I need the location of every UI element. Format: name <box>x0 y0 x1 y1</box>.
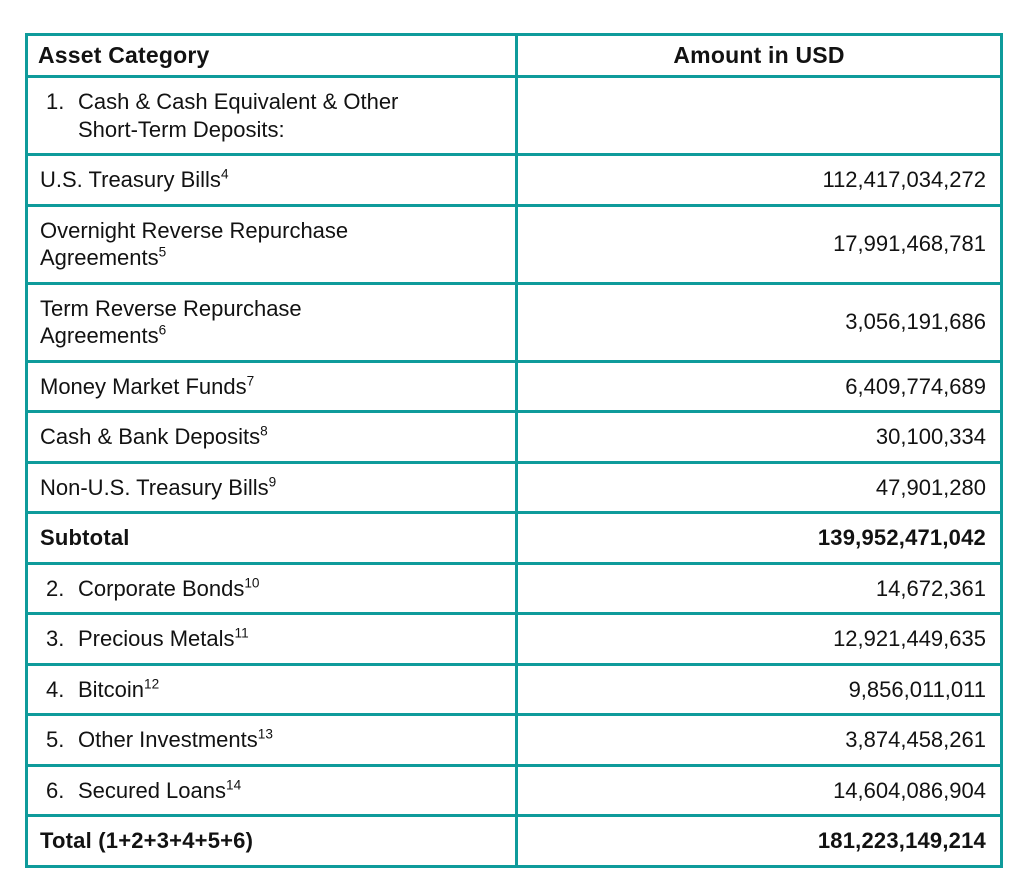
footnote-marker: 7 <box>246 373 255 389</box>
table-row-other-investments: 5. Other Investments13 3,874,458,261 <box>25 713 1003 767</box>
amount-cell: 14,672,361 <box>515 561 1003 615</box>
footnote-marker: 4 <box>220 166 229 182</box>
amount-cell: 6,409,774,689 <box>515 359 1003 413</box>
asset-label: Non-U.S. Treasury Bills9 <box>40 474 277 500</box>
table-header-row: Asset Category Amount in USD <box>25 33 1003 78</box>
table-row-cash-equivalents-group: 1. Cash & Cash Equivalent & Other Short-… <box>25 75 1003 156</box>
total-label-cell: Total (1+2+3+4+5+6) <box>25 814 518 868</box>
asset-label-cell: Non-U.S. Treasury Bills9 <box>25 460 518 514</box>
footnote-marker: 12 <box>144 676 160 692</box>
footnote-marker: 13 <box>257 726 273 742</box>
asset-label: Other Investments13 <box>78 726 273 752</box>
asset-label-cell: 3. Precious Metals11 <box>25 612 518 666</box>
asset-label-cell: 1. Cash & Cash Equivalent & Other Short-… <box>25 75 518 156</box>
table-row-cash-bank-deposits: Cash & Bank Deposits8 30,100,334 <box>25 410 1003 464</box>
footnote-marker: 5 <box>158 244 167 260</box>
asset-label: Money Market Funds7 <box>40 373 255 399</box>
footnote-marker: 8 <box>260 423 268 439</box>
asset-label: Corporate Bonds10 <box>78 575 260 601</box>
asset-label-cell: Cash & Bank Deposits8 <box>25 410 518 464</box>
footnote-marker: 11 <box>234 625 249 641</box>
amount-cell: 9,856,011,011 <box>515 662 1003 716</box>
asset-label: Precious Metals11 <box>78 625 249 651</box>
table-row-secured-loans: 6. Secured Loans14 14,604,086,904 <box>25 763 1003 817</box>
table-row-us-treasury-bills: U.S. Treasury Bills4 112,417,034,272 <box>25 153 1003 207</box>
table-row-non-us-treasury-bills: Non-U.S. Treasury Bills9 47,901,280 <box>25 460 1003 514</box>
asset-label: Overnight Reverse Repurchase Agreements5 <box>40 217 349 271</box>
asset-label: Bitcoin12 <box>78 676 160 702</box>
asset-label: Cash & Bank Deposits8 <box>40 423 268 449</box>
asset-label: Secured Loans14 <box>78 777 242 803</box>
amount-cell: 47,901,280 <box>515 460 1003 514</box>
amount-cell <box>515 75 1003 156</box>
row-number: 5. <box>46 727 65 752</box>
asset-reserves-table: Asset Category Amount in USD 1. Cash & C… <box>25 33 1003 868</box>
table-row-term-reverse-repurchase: Term Reverse Repurchase Agreements6 3,05… <box>25 281 1003 363</box>
table-row-money-market-funds: Money Market Funds7 6,409,774,689 <box>25 359 1003 413</box>
asset-label-cell: Money Market Funds7 <box>25 359 518 413</box>
asset-label: Term Reverse Repurchase Agreements6 <box>40 295 302 349</box>
footnote-marker: 14 <box>226 777 242 793</box>
amount-cell: 3,874,458,261 <box>515 713 1003 767</box>
amount-cell: 12,921,449,635 <box>515 612 1003 666</box>
total-amount-cell: 181,223,149,214 <box>515 814 1003 868</box>
asset-label-cell: Term Reverse Repurchase Agreements6 <box>25 281 518 363</box>
row-number: 6. <box>46 777 65 803</box>
row-number: 1. <box>46 89 65 114</box>
amount-cell: 112,417,034,272 <box>515 153 1003 207</box>
row-number: 3. <box>46 626 65 651</box>
amount-cell: 3,056,191,686 <box>515 281 1003 363</box>
amount-cell: 30,100,334 <box>515 410 1003 464</box>
asset-label-cell: U.S. Treasury Bills4 <box>25 153 518 207</box>
asset-label-cell: 4. Bitcoin12 <box>25 662 518 716</box>
asset-label: U.S. Treasury Bills4 <box>40 166 229 192</box>
column-header-asset-category: Asset Category <box>25 33 518 78</box>
page: Asset Category Amount in USD 1. Cash & C… <box>25 33 1003 868</box>
asset-label-cell: 6. Secured Loans14 <box>25 763 518 817</box>
asset-label-cell: 5. Other Investments13 <box>25 713 518 767</box>
asset-label-cell: 2. Corporate Bonds10 <box>25 561 518 615</box>
column-header-amount-in-usd: Amount in USD <box>515 33 1003 78</box>
amount-cell: 17,991,468,781 <box>515 203 1003 285</box>
asset-label: Cash & Cash Equivalent & Other Short-Ter… <box>78 89 399 142</box>
table-row-overnight-reverse-repurchase: Overnight Reverse Repurchase Agreements5… <box>25 203 1003 285</box>
subtotal-amount-cell: 139,952,471,042 <box>515 511 1003 565</box>
amount-cell: 14,604,086,904 <box>515 763 1003 817</box>
table-row-corporate-bonds: 2. Corporate Bonds10 14,672,361 <box>25 561 1003 615</box>
table-row-precious-metals: 3. Precious Metals11 12,921,449,635 <box>25 612 1003 666</box>
footnote-marker: 6 <box>158 322 167 338</box>
row-number: 2. <box>46 575 65 601</box>
table-row-subtotal: Subtotal 139,952,471,042 <box>25 511 1003 565</box>
footnote-marker: 10 <box>244 575 260 591</box>
table-row-total: Total (1+2+3+4+5+6) 181,223,149,214 <box>25 814 1003 868</box>
footnote-marker: 9 <box>268 474 277 490</box>
asset-label-cell: Overnight Reverse Repurchase Agreements5 <box>25 203 518 285</box>
row-number: 4. <box>46 676 65 702</box>
subtotal-label-cell: Subtotal <box>25 511 518 565</box>
table-row-bitcoin: 4. Bitcoin12 9,856,011,011 <box>25 662 1003 716</box>
